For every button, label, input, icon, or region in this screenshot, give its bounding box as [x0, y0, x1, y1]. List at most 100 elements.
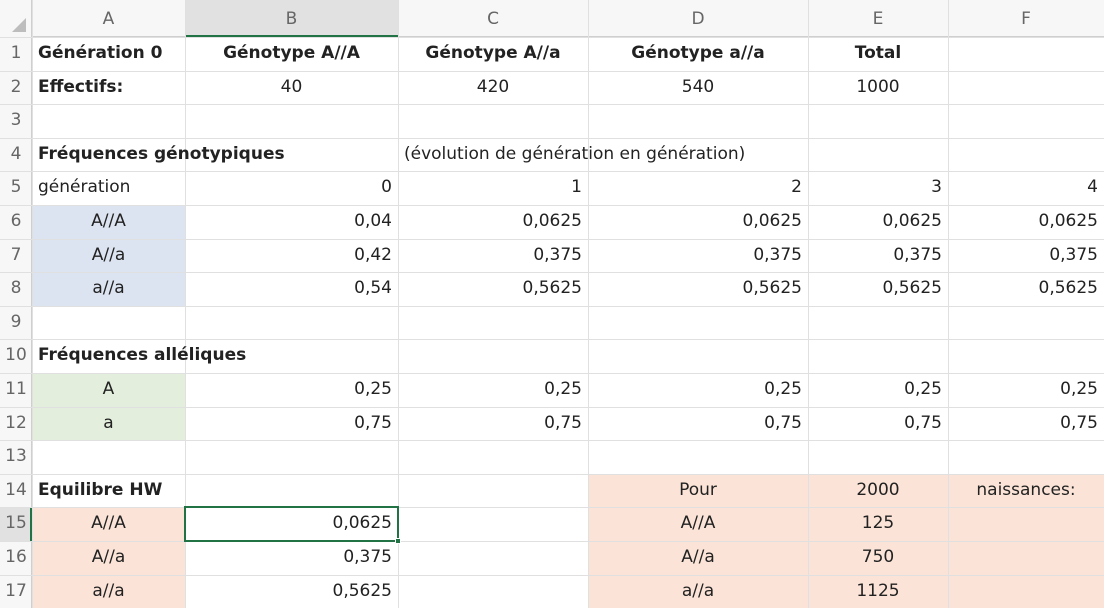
cell[interactable]: A — [102, 379, 115, 399]
cell[interactable]: 0,375 — [533, 244, 582, 265]
row-header: 9 — [10, 311, 22, 332]
cell[interactable]: Génération 0 — [38, 43, 163, 63]
cell[interactable]: 0,0625 — [882, 211, 942, 231]
grid-line — [0, 70, 1104, 72]
cell[interactable]: 0,75 — [764, 412, 802, 433]
cell[interactable]: 0,0625 — [522, 211, 582, 231]
cell[interactable]: 0,0625 — [742, 211, 802, 231]
row-header: 16 — [5, 547, 27, 567]
cell[interactable]: 2 — [791, 177, 802, 198]
cell[interactable]: 0,54 — [354, 278, 392, 299]
cell[interactable]: a//a — [681, 580, 715, 601]
cell[interactable]: 0,0625 — [332, 513, 392, 534]
cell[interactable]: Total — [854, 43, 902, 63]
grid-line — [185, 0, 186, 608]
cell[interactable]: 0,25 — [764, 379, 802, 399]
cell[interactable]: 0,375 — [893, 244, 942, 265]
cell[interactable]: 0,25 — [544, 379, 582, 399]
cell[interactable]: A//A — [680, 513, 716, 534]
corner-triangle — [12, 18, 26, 32]
cell[interactable]: 0,04 — [354, 211, 392, 231]
cell[interactable]: 0,5625 — [742, 278, 802, 299]
cell-fill — [588, 473, 1104, 608]
cell[interactable]: A//a — [91, 244, 126, 265]
row-header: 1 — [10, 43, 22, 63]
cell[interactable]: Fréquences alléliques — [38, 345, 247, 366]
cell[interactable]: 750 — [861, 547, 895, 567]
cell[interactable]: 0,5625 — [1038, 278, 1098, 299]
row-header: 7 — [10, 244, 22, 265]
cell[interactable]: 0,25 — [354, 379, 392, 399]
cell[interactable]: A//a — [681, 547, 715, 567]
grid-line — [32, 0, 33, 608]
cell[interactable]: 0,75 — [354, 412, 392, 433]
cell[interactable]: a//a — [92, 580, 125, 601]
cell[interactable]: 0,5625 — [332, 580, 392, 601]
row-header: 2 — [10, 76, 22, 97]
cell[interactable]: 0,75 — [904, 412, 942, 433]
cell[interactable]: 4 — [1087, 177, 1098, 198]
grid-line — [0, 37, 1104, 38]
cell[interactable]: a — [103, 412, 114, 433]
cell[interactable]: 2000 — [856, 479, 900, 500]
cell-fill — [32, 507, 185, 608]
grid-line — [0, 507, 1104, 509]
cell[interactable]: A//A — [91, 513, 126, 534]
cell[interactable]: 0,375 — [343, 547, 392, 567]
cell[interactable]: A//a — [91, 547, 126, 567]
row-header: 12 — [5, 412, 27, 433]
cell[interactable]: Génotype A//A — [223, 43, 360, 63]
column-header: B — [285, 9, 298, 29]
column-header: E — [872, 9, 884, 29]
cell[interactable]: 1 — [571, 177, 582, 198]
grid-line — [0, 305, 1104, 307]
row-header-bar — [0, 0, 32, 608]
cell[interactable]: 1125 — [856, 580, 900, 601]
cell[interactable]: 0,0625 — [1038, 211, 1098, 231]
cell[interactable]: 125 — [861, 513, 895, 534]
selected-row-header — [0, 507, 32, 541]
cell[interactable]: Génotype A//a — [425, 43, 561, 63]
cell[interactable]: A//A — [91, 211, 126, 231]
cell[interactable]: 0,75 — [1060, 412, 1098, 433]
row-header: 15 — [5, 513, 27, 534]
row-header: 4 — [10, 143, 22, 164]
cell[interactable]: Fréquences génotypiques — [38, 143, 285, 164]
cell[interactable]: 0,25 — [1060, 379, 1098, 399]
row-header: 14 — [5, 479, 27, 500]
cell[interactable]: Effectifs: — [38, 76, 124, 97]
grid-line — [0, 574, 1104, 576]
row-header: 10 — [5, 345, 27, 366]
cell[interactable]: 0,75 — [544, 412, 582, 433]
grid-line — [0, 171, 1104, 173]
cell[interactable]: Génotype a//a — [631, 43, 765, 63]
column-header: D — [691, 9, 705, 29]
cell[interactable]: 0,5625 — [522, 278, 582, 299]
cell[interactable]: 0,42 — [354, 244, 392, 265]
cell[interactable]: (évolution de génération en génération) — [404, 143, 746, 164]
cell[interactable]: 40 — [280, 76, 303, 97]
grid-line — [948, 0, 949, 608]
cell[interactable]: 420 — [476, 76, 510, 97]
cell[interactable]: 0,5625 — [882, 278, 942, 299]
cell[interactable]: a//a — [92, 278, 125, 299]
grid-line — [398, 0, 399, 608]
grid-line — [0, 205, 1104, 206]
cell[interactable]: Pour — [679, 479, 717, 500]
cell[interactable]: 0,25 — [904, 379, 942, 399]
cell[interactable]: Equilibre HW — [38, 479, 163, 500]
grid-line — [0, 272, 1104, 274]
cell[interactable]: génération — [38, 177, 131, 198]
grid-line — [0, 373, 1104, 374]
cell[interactable]: 0 — [381, 177, 392, 198]
grid-line — [0, 137, 1104, 139]
cell[interactable]: 540 — [681, 76, 715, 97]
cell[interactable]: 3 — [931, 177, 942, 198]
grid-line — [0, 541, 1104, 542]
column-header: A — [102, 9, 115, 29]
cell[interactable]: naissances: — [976, 479, 1076, 500]
cell[interactable]: 0,375 — [1049, 244, 1098, 265]
cell[interactable]: 1000 — [856, 76, 900, 97]
grid-line — [0, 473, 1104, 475]
cell[interactable]: 0,375 — [753, 244, 802, 265]
